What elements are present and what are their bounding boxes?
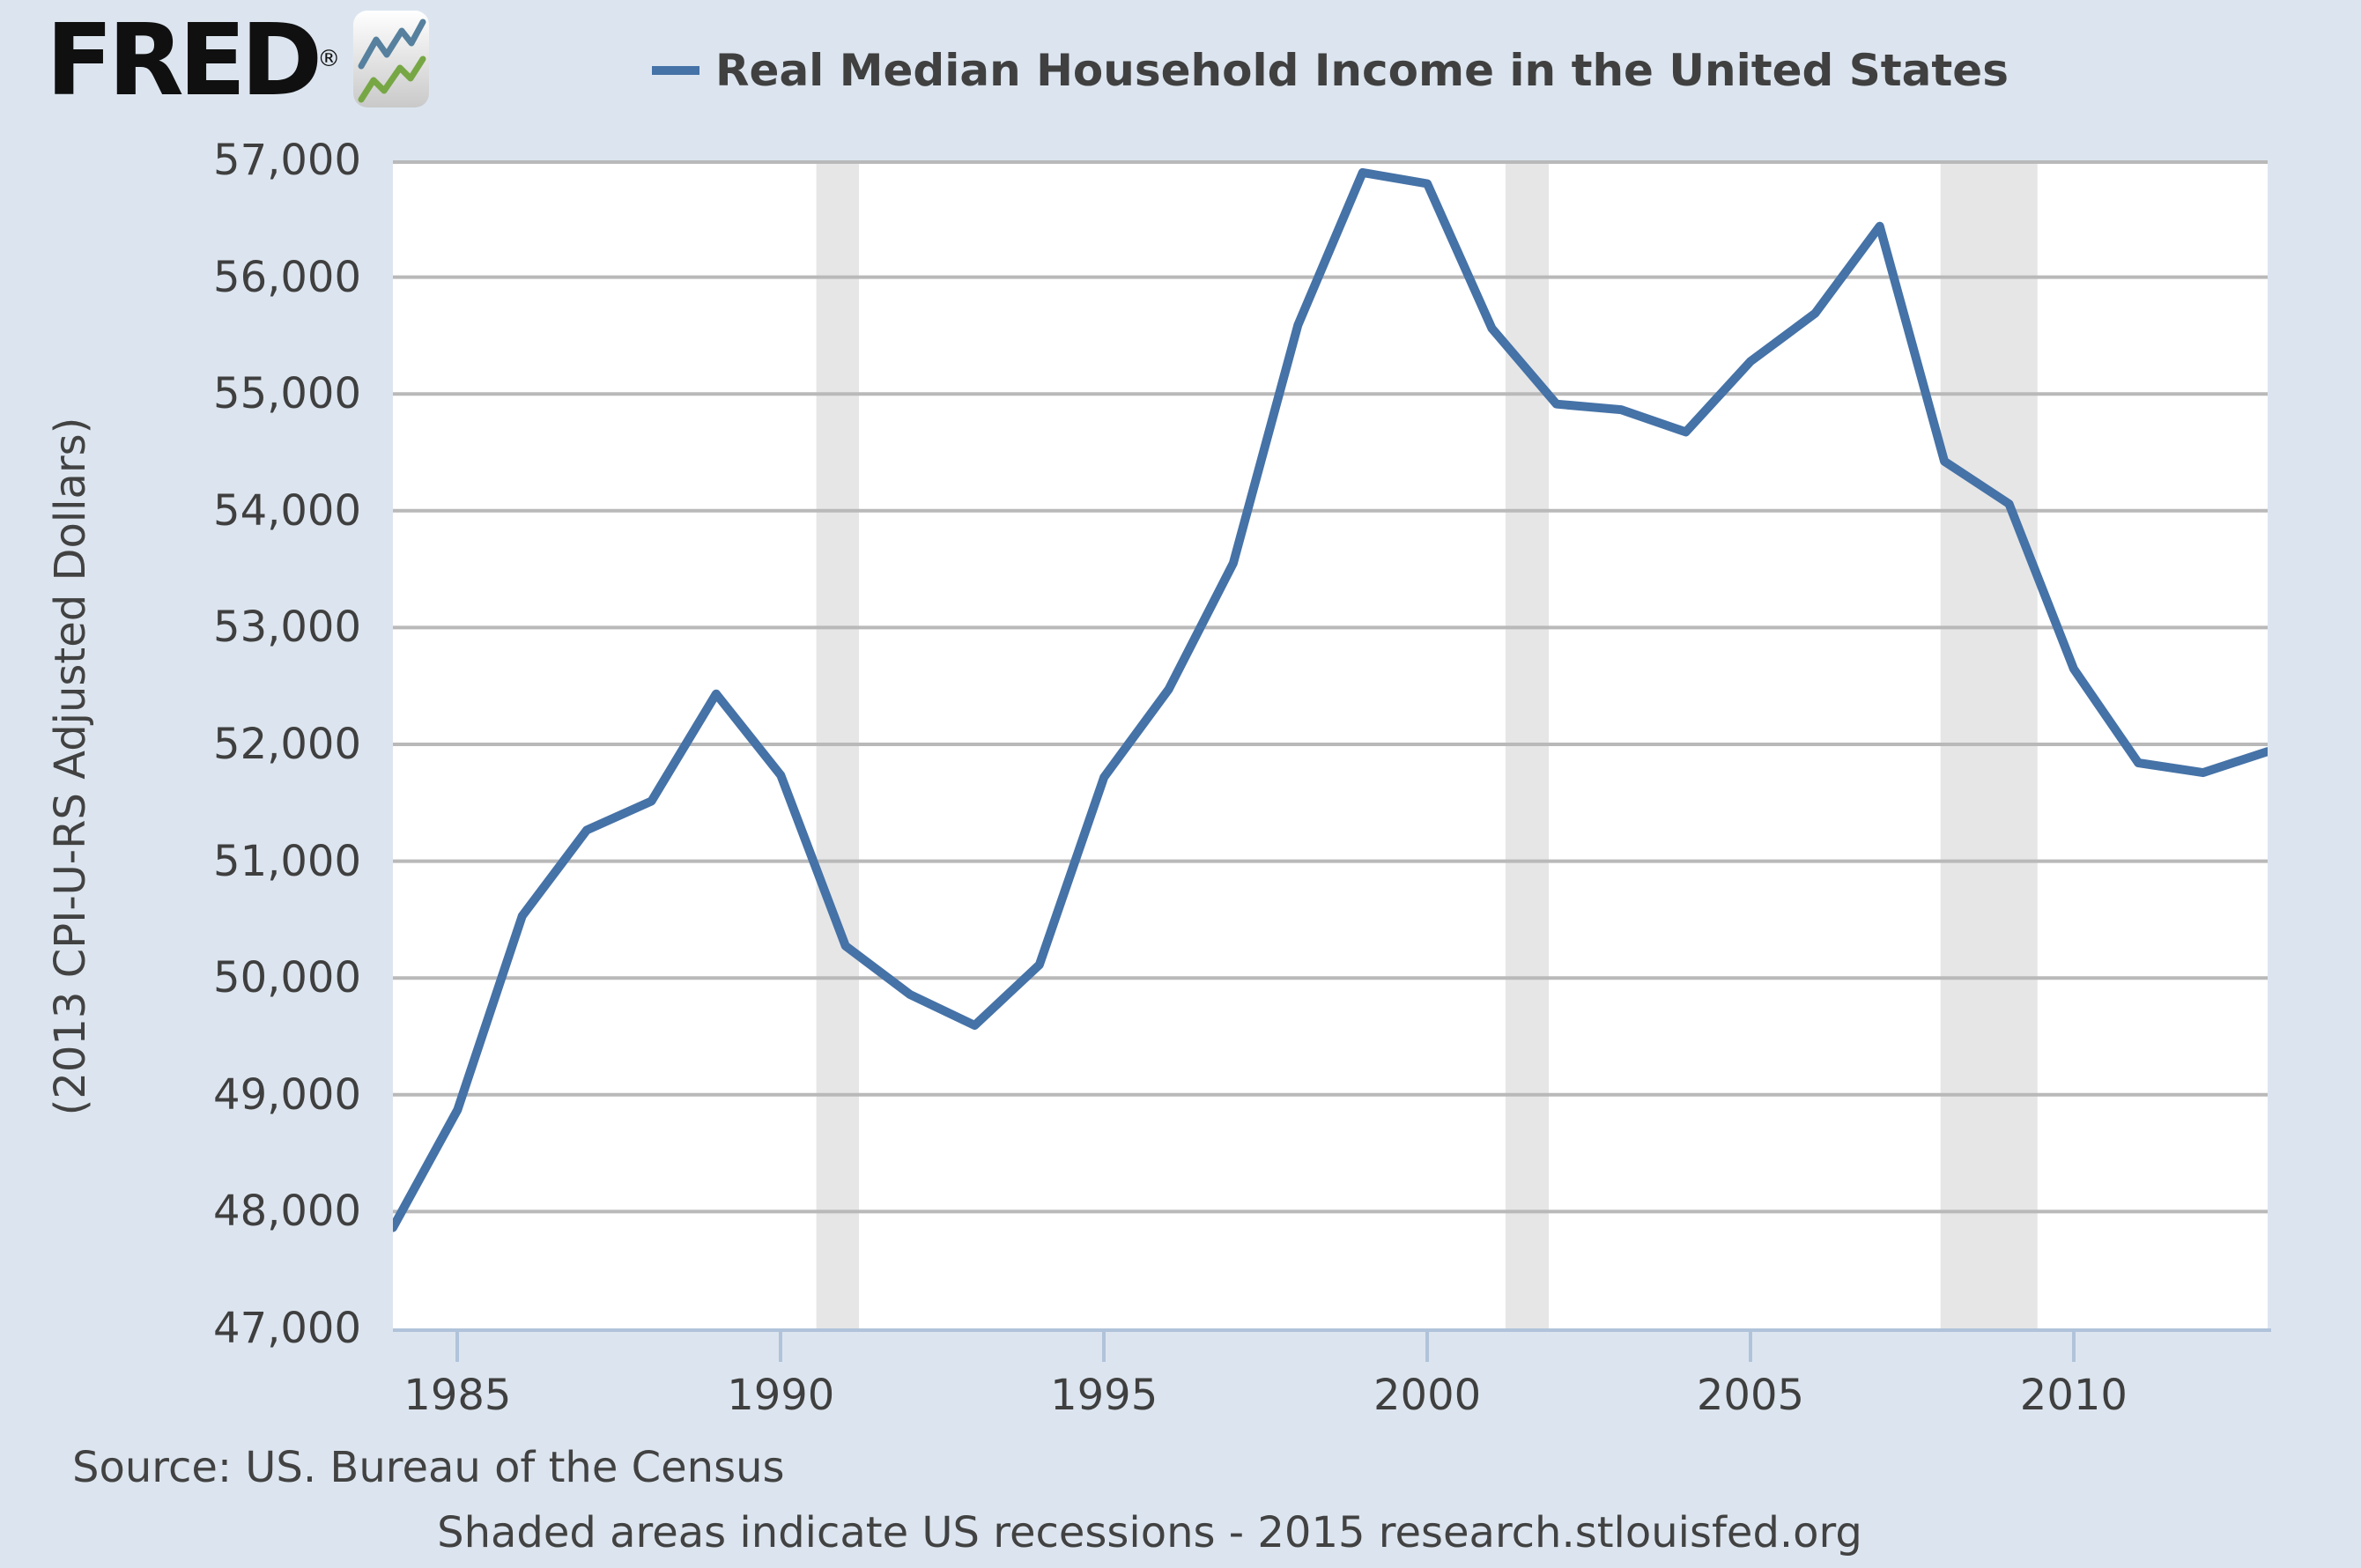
y-tick-label: 53,000 xyxy=(213,603,361,653)
chart-legend: Real Median Household Income in the Unit… xyxy=(393,35,2268,106)
y-tick-label: 49,000 xyxy=(213,1069,361,1120)
x-tick-label: 2000 xyxy=(1373,1371,1482,1420)
x-axis-tick xyxy=(1102,1332,1106,1362)
y-axis-title: (2013 CPI-U-RS Adjusted Dollars) xyxy=(46,417,95,1116)
y-tick-label: 52,000 xyxy=(213,720,361,769)
x-axis-tick xyxy=(455,1332,460,1362)
plot-area xyxy=(393,160,2268,1328)
x-axis-line xyxy=(393,1328,2271,1332)
y-tick-label: 47,000 xyxy=(213,1304,361,1353)
x-tick-label: 1995 xyxy=(1050,1371,1158,1420)
y-tick-label: 55,000 xyxy=(213,369,361,419)
x-axis-tick xyxy=(2071,1332,2076,1362)
legend-line-marker xyxy=(652,66,700,75)
fred-logo-text: FRED ® xyxy=(46,4,341,118)
fred-zigzag-chart-icon xyxy=(352,10,430,112)
source-text: Source: US. Bureau of the Census xyxy=(72,1443,785,1492)
y-tick-label: 48,000 xyxy=(213,1187,361,1237)
y-tick-label: 54,000 xyxy=(213,485,361,536)
y-tick-label: 56,000 xyxy=(213,252,361,302)
y-tick-label: 57,000 xyxy=(213,136,361,185)
registered-trademark-symbol: ® xyxy=(317,46,341,72)
x-tick-label: 2005 xyxy=(1696,1371,1805,1420)
x-tick-label: 2010 xyxy=(2019,1371,2128,1420)
x-tick-label: 1990 xyxy=(727,1371,835,1420)
x-axis-tick xyxy=(1748,1332,1752,1362)
chart-title: Real Median Household Income in the Unit… xyxy=(715,45,2009,96)
data-line xyxy=(393,167,2268,1232)
y-tick-label: 51,000 xyxy=(213,836,361,886)
recession-note-text: Shaded areas indicate US recessions - 20… xyxy=(437,1508,1862,1557)
x-tick-label: 1985 xyxy=(403,1371,512,1420)
y-tick-label: 50,000 xyxy=(213,953,361,1003)
x-axis-tick xyxy=(779,1332,783,1362)
line-chart xyxy=(393,160,2268,1328)
fred-logo: FRED ® xyxy=(46,4,430,118)
x-axis-tick xyxy=(1425,1332,1430,1362)
